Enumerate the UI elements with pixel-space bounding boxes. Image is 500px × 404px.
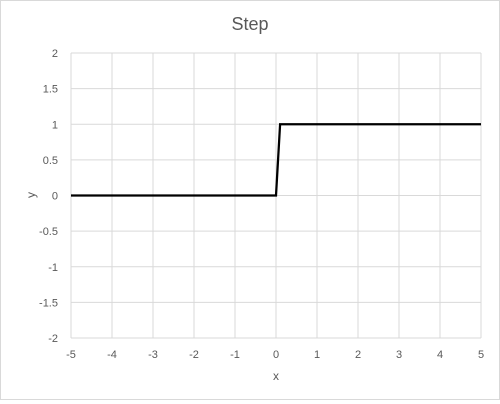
y-tick-label: -1: [48, 262, 58, 274]
x-tick-label: 1: [314, 349, 320, 361]
x-tick-label: 0: [273, 349, 279, 361]
y-tick-label: -2: [48, 333, 58, 345]
gridlines: [70, 52, 482, 339]
y-tick-label: 0: [52, 191, 58, 203]
series-line: [71, 123, 481, 197]
series-layer: [71, 123, 481, 197]
tick-labels: -5 -4 -3 -2 -1 0 1 2 3 4 5 -2 -1.5 -1 -0.5 0 0.5 1 1.5 2: [39, 48, 484, 361]
y-axis-title: y: [24, 192, 38, 198]
x-tick-label: -2: [189, 349, 199, 361]
y-tick-label: 0.5: [43, 155, 58, 167]
x-tick-label: 5: [478, 349, 484, 361]
x-tick-label: 3: [396, 349, 402, 361]
y-tick-label: -0.5: [39, 226, 58, 238]
x-axis-title: x: [273, 369, 279, 383]
chart-title: Step: [231, 14, 268, 34]
y-tick-label: 2: [52, 48, 58, 60]
y-tick-label: -1.5: [39, 297, 58, 309]
x-tick-label: -1: [230, 349, 240, 361]
x-tick-label: -4: [107, 349, 117, 361]
x-tick-label: -5: [66, 349, 76, 361]
x-tick-label: 4: [437, 349, 443, 361]
y-tick-label: 1.5: [43, 84, 58, 96]
x-tick-label: 2: [355, 349, 361, 361]
y-tick-label: 1: [52, 119, 58, 131]
x-tick-label: -3: [148, 349, 158, 361]
